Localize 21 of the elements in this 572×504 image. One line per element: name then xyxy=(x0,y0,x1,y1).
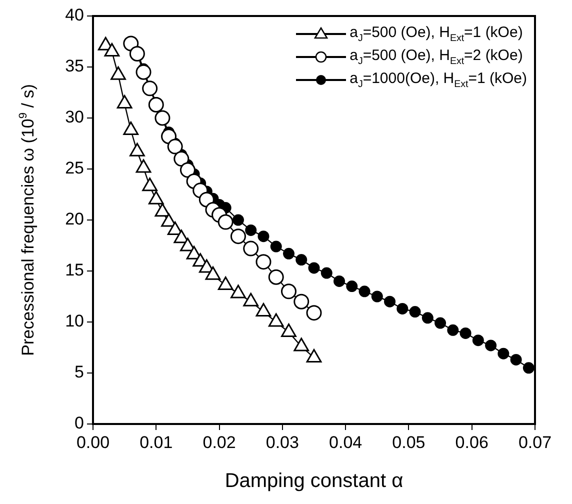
x-axis-title: Damping constant α xyxy=(224,470,404,493)
legend-label: a$_{J}$=500 (Oe), H$_{Ext}$=2 (kOe) xyxy=(350,46,523,66)
y-tick-label: 0 xyxy=(74,414,84,433)
x-tick-label: 0.07 xyxy=(518,432,552,452)
x-tick-label: 0.05 xyxy=(392,432,426,452)
y-tick-label: 20 xyxy=(65,210,84,229)
y-tick-label: 25 xyxy=(65,158,84,178)
y-tick-label: 10 xyxy=(65,312,84,331)
x-tick-label: 0.02 xyxy=(202,432,236,452)
legend-label: a$_{J}$=1000(Oe), H$_{Ext}$=1 (kOe) xyxy=(350,70,527,90)
legend-label: a$_{J}$=500 (Oe), H$_{Ext}$=1 (kOe) xyxy=(350,24,523,44)
y-tick-label: 35 xyxy=(65,56,84,76)
x-tick-label: 0.03 xyxy=(266,432,299,452)
y-tick-label: 5 xyxy=(74,362,84,382)
y-tick-label: 30 xyxy=(65,108,84,127)
y-tick-label: 40 xyxy=(65,6,84,25)
x-tick-label: 0.06 xyxy=(455,432,488,452)
x-tick-label: 0.04 xyxy=(329,432,362,452)
x-tick-label: 0.00 xyxy=(76,432,110,452)
y-tick-label: 15 xyxy=(65,260,84,280)
x-tick-label: 0.01 xyxy=(140,432,173,452)
